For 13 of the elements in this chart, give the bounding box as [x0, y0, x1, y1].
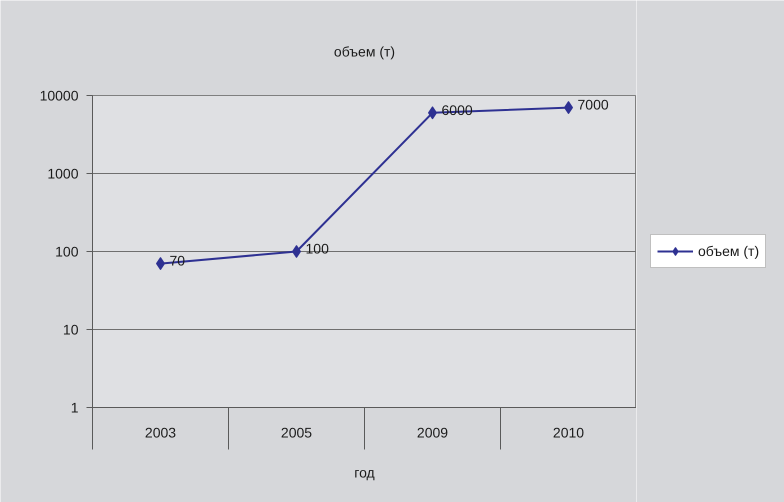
x-tick-label: 2009 [416, 424, 448, 440]
x-tick-label: 2003 [144, 424, 176, 440]
y-tick-label: 10 [62, 322, 79, 338]
y-tick-label: 10000 [40, 88, 79, 104]
y-tick-label: 1000 [47, 166, 79, 182]
y-tick-label: 1 [70, 400, 79, 416]
x-axis-title: год [354, 464, 375, 480]
y-tick-label: 100 [55, 244, 79, 260]
data-label: 7000 [578, 96, 609, 113]
legend-label: объем (т) [698, 243, 760, 259]
x-tick-label: 2005 [280, 424, 312, 440]
chart-title: объем (т) [334, 44, 396, 60]
x-tick-label: 2010 [552, 424, 584, 440]
